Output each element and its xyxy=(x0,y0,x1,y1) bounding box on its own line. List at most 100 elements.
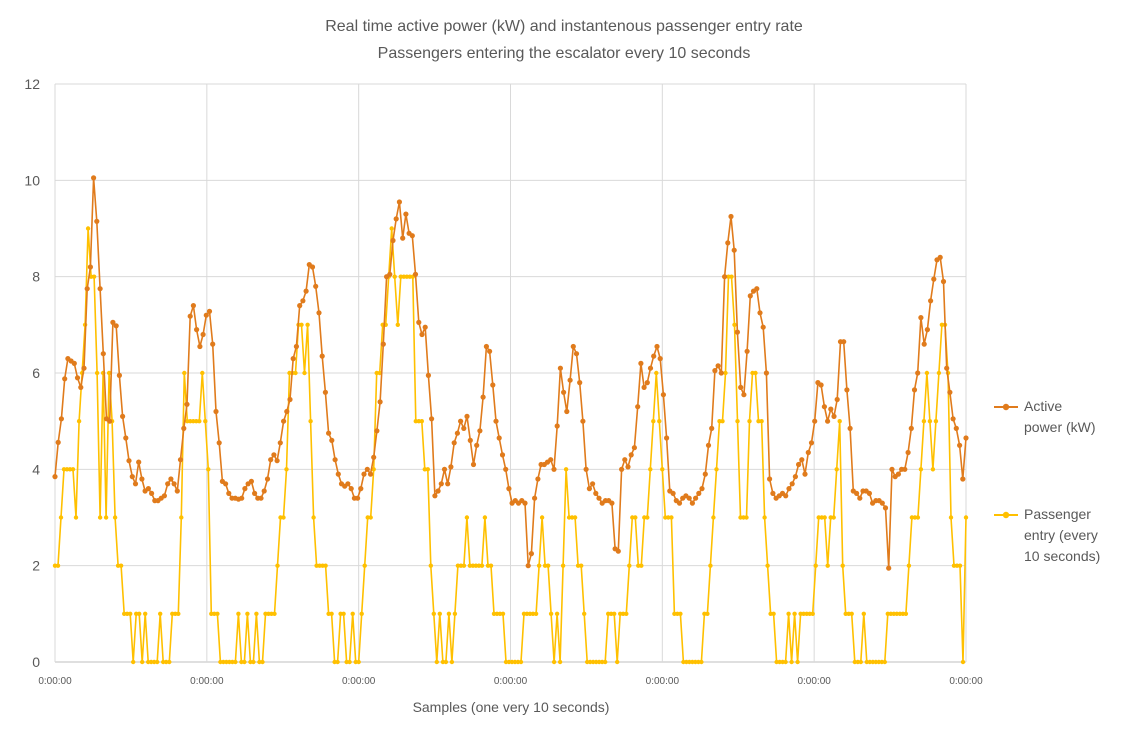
data-point xyxy=(493,418,499,424)
data-point xyxy=(197,343,203,350)
data-point xyxy=(660,467,665,472)
data-point xyxy=(182,370,187,376)
data-point xyxy=(128,611,133,616)
data-point xyxy=(627,563,632,568)
data-point xyxy=(866,490,873,496)
data-point xyxy=(281,418,287,424)
data-point xyxy=(452,611,458,616)
data-point xyxy=(957,442,963,448)
data-point xyxy=(728,213,734,220)
data-point xyxy=(563,467,569,472)
data-point xyxy=(71,360,77,366)
data-point xyxy=(628,452,634,458)
x-tick-label: 0:00:00 xyxy=(949,676,983,687)
data-point xyxy=(145,486,151,492)
data-point xyxy=(953,425,959,431)
data-point xyxy=(112,515,118,520)
data-point xyxy=(73,515,79,520)
data-point xyxy=(903,611,909,616)
data-point xyxy=(409,233,415,239)
data-point xyxy=(631,445,638,451)
data-point xyxy=(660,392,667,398)
data-point xyxy=(644,380,650,386)
data-point xyxy=(496,435,502,441)
data-point xyxy=(567,377,573,383)
data-point xyxy=(771,611,776,616)
data-point xyxy=(503,466,509,472)
data-point xyxy=(380,341,386,347)
data-point xyxy=(55,439,61,445)
data-point xyxy=(960,476,966,482)
y-tick-label: 10 xyxy=(24,172,40,188)
data-point xyxy=(712,368,718,374)
data-point xyxy=(167,659,172,665)
x-tick-label: 0:00:00 xyxy=(342,676,376,687)
data-point xyxy=(106,370,112,376)
data-point xyxy=(212,611,217,616)
data-point xyxy=(271,452,277,458)
data-point xyxy=(570,343,576,350)
data-point xyxy=(155,659,160,665)
data-point xyxy=(641,384,647,390)
data-point xyxy=(356,659,361,665)
data-point xyxy=(609,500,615,506)
data-point xyxy=(906,563,912,568)
gridlines xyxy=(54,83,967,663)
data-point xyxy=(822,515,827,520)
data-point xyxy=(274,458,280,464)
data-point xyxy=(747,293,753,299)
data-point xyxy=(464,413,470,419)
y-axis-ticks: 0 2 4 6 8 10 12 xyxy=(24,76,40,670)
data-point xyxy=(275,563,280,568)
data-point xyxy=(236,611,241,616)
data-point xyxy=(431,611,436,616)
data-point xyxy=(118,563,124,568)
data-point xyxy=(260,659,265,665)
data-point xyxy=(918,467,924,472)
data-point xyxy=(335,659,340,665)
data-point xyxy=(461,425,467,431)
data-point xyxy=(741,392,747,398)
data-point xyxy=(87,264,93,270)
data-point xyxy=(479,563,485,568)
data-point xyxy=(132,481,139,487)
data-point xyxy=(902,466,908,472)
data-point xyxy=(297,303,303,309)
data-point xyxy=(518,659,524,665)
data-point xyxy=(483,343,489,350)
data-point xyxy=(416,319,422,325)
data-point xyxy=(944,365,950,371)
data-point xyxy=(215,611,220,616)
data-point xyxy=(197,419,202,424)
data-point xyxy=(425,467,430,472)
legend-label-line: power (kW) xyxy=(1024,419,1096,435)
data-point xyxy=(633,515,638,520)
data-point xyxy=(705,611,710,616)
data-point xyxy=(861,611,866,616)
data-point xyxy=(535,476,541,482)
data-point xyxy=(113,323,119,329)
data-point xyxy=(647,365,654,371)
legend xyxy=(994,403,1018,519)
data-point xyxy=(203,312,209,318)
data-point xyxy=(554,611,560,616)
data-point xyxy=(139,476,145,482)
data-point xyxy=(293,370,298,376)
data-point xyxy=(78,384,84,390)
data-point xyxy=(251,659,256,665)
data-point xyxy=(664,435,670,441)
data-point xyxy=(586,486,593,492)
data-point xyxy=(818,382,824,388)
legend-point-marker xyxy=(1002,511,1010,519)
data-point xyxy=(847,425,853,431)
data-point xyxy=(894,611,899,616)
data-point xyxy=(348,486,354,492)
data-point xyxy=(857,495,863,501)
data-point xyxy=(174,488,180,494)
data-point xyxy=(619,466,625,472)
data-point xyxy=(268,457,274,463)
data-point xyxy=(715,363,721,369)
data-point xyxy=(377,370,382,376)
data-point xyxy=(443,659,449,665)
